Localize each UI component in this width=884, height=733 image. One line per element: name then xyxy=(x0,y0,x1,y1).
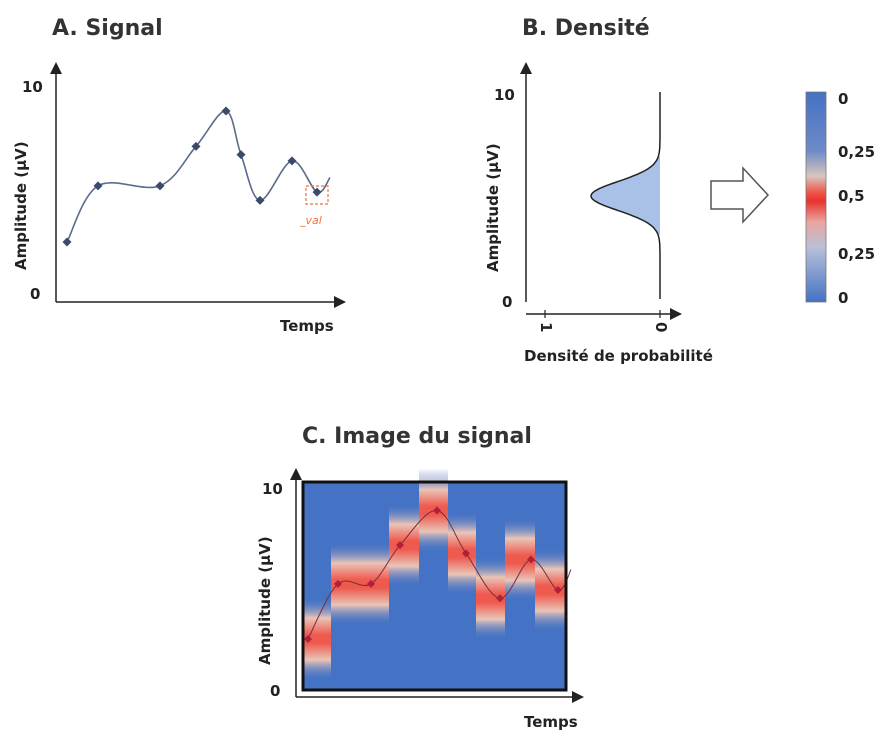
panel-a-ytick-0: 0 xyxy=(30,285,40,303)
panel-a-value-annotation: _val xyxy=(299,214,322,227)
colorbar-label-bottom: 0 xyxy=(838,289,848,307)
panel-a-marker-8 xyxy=(288,156,297,165)
panel-c-xlabel: Temps xyxy=(524,713,578,731)
panel-a-ytick-10: 10 xyxy=(22,78,43,96)
panel-a-markers xyxy=(63,106,322,246)
panel-b-ylabel: Amplitude (µV) xyxy=(484,143,502,272)
panel-c: 10 0 Amplitude (µV) Temps xyxy=(256,468,578,731)
panel-a-marker-3 xyxy=(156,181,165,190)
panel-c-heat-column-4 xyxy=(389,503,419,587)
panel-b: 10 0 1 0 Amplitude (µV) Densité de proba… xyxy=(484,68,875,365)
panel-a-signal-line xyxy=(67,111,330,242)
panel-b-ytick-10: 10 xyxy=(494,86,515,104)
panel-a-ylabel: Amplitude (µV) xyxy=(12,141,30,270)
panel-a-xlabel: Temps xyxy=(280,317,334,335)
panel-c-ytick-0: 0 xyxy=(270,682,280,700)
panel-b-xtick-0: 0 xyxy=(652,322,670,332)
panel-a-marker-1 xyxy=(63,238,72,247)
panel-a-marker-6 xyxy=(237,150,246,159)
panel-c-ytick-10: 10 xyxy=(262,480,283,498)
right-arrow-icon xyxy=(711,168,768,222)
panel-b-xlabel: Densité de probabilité xyxy=(524,347,713,365)
panel-a-marker-7 xyxy=(256,196,265,205)
colorbar-label-top: 0 xyxy=(838,90,848,108)
colorbar-label-center: 0,5 xyxy=(838,187,865,205)
panel-c-ylabel: Amplitude (µV) xyxy=(256,536,274,665)
panel-a: 10 0 Amplitude (µV) Temps _val xyxy=(12,68,340,335)
colorbar xyxy=(806,92,826,302)
panel-b-xtick-1: 1 xyxy=(537,322,555,332)
panel-b-ytick-0: 0 xyxy=(502,293,512,311)
colorbar-label-lower-mid: 0,25 xyxy=(838,245,875,263)
colorbar-label-upper-mid: 0,25 xyxy=(838,143,875,161)
